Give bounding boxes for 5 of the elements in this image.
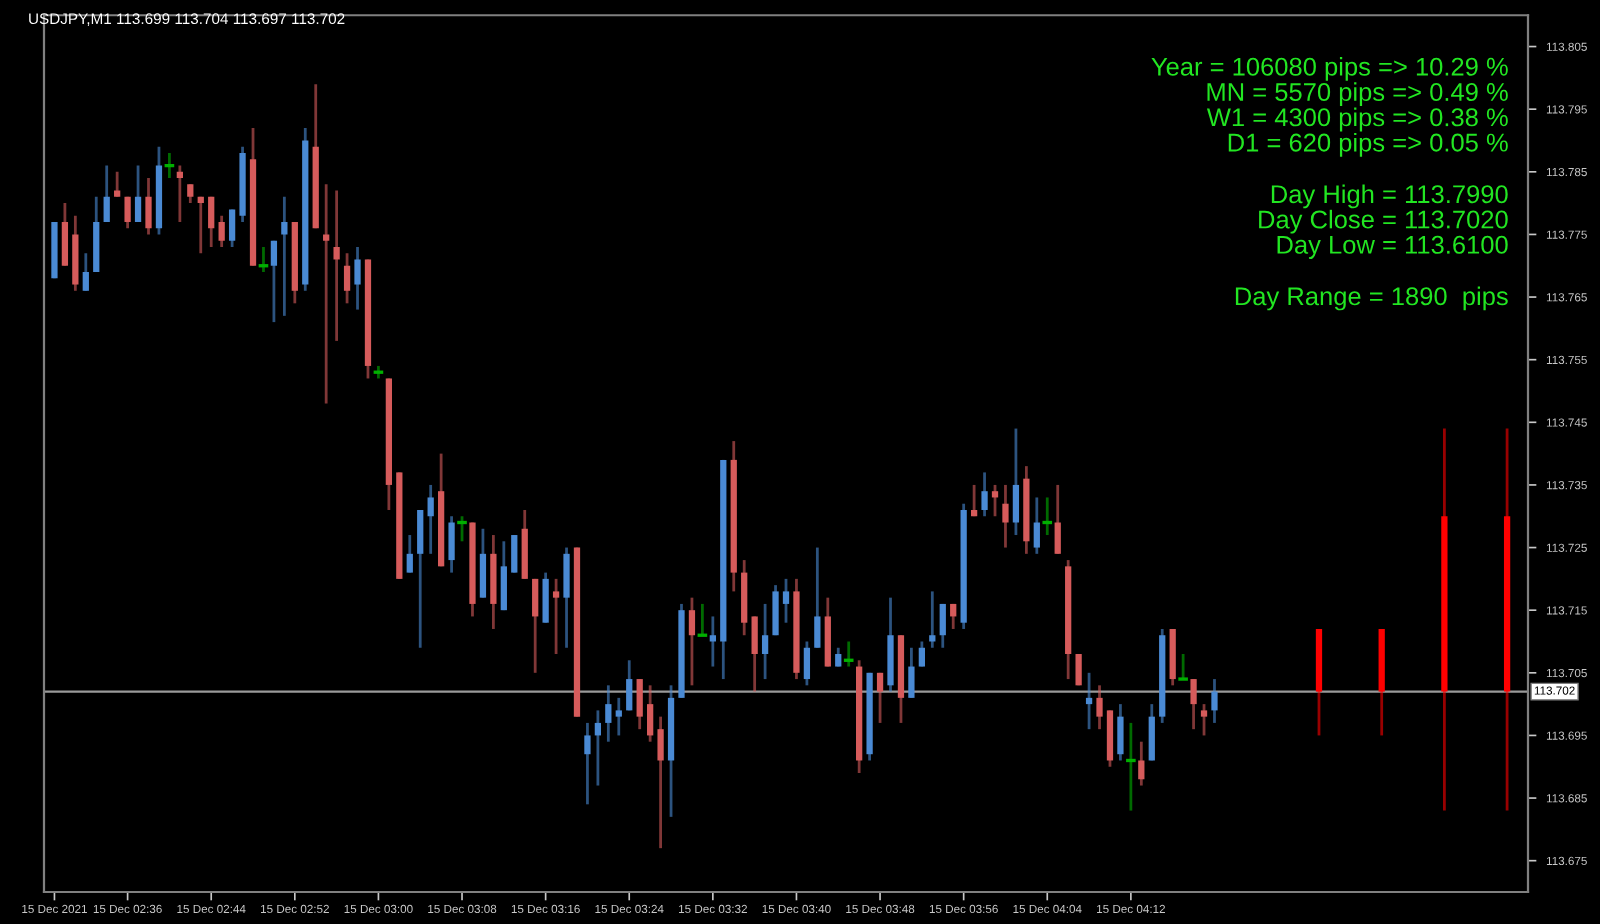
- annotation: Day High = 113.7990 Day Close = 113.7020 Day Low = 113.6100: [1259, 184, 1508, 259]
- candlestick: [511, 533, 518, 574]
- annotation: Year = 106080 pips => 10.29 % MN = 5570 pips => 0.49 % W1 = 4300 pips => 0.38 % D1 = 620 pips => 0.05 %: [1151, 56, 1508, 157]
- annotation: Day Range = 1890 pips: [1235, 286, 1508, 311]
- candlestick: [1075, 652, 1082, 687]
